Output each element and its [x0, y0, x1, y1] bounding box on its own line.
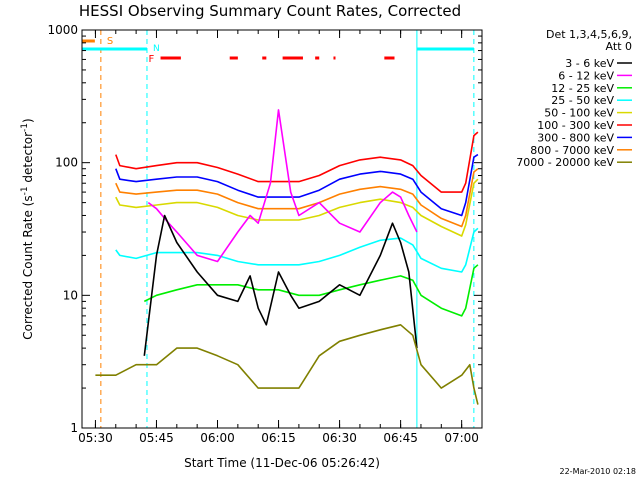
series-line-6-12-kev: [147, 109, 418, 263]
legend-label: 100 - 300 keV: [537, 119, 614, 132]
series-line-3-6-kev: [143, 214, 418, 356]
x-tick-label: 05:45: [139, 431, 174, 445]
series-line-300-800-kev: [115, 153, 479, 217]
x-tick-label: 07:00: [444, 431, 479, 445]
legend-label: 7000 - 20000 keV: [516, 156, 614, 169]
y-axis-label: Corrected Count Rate (s-1 detector-1): [20, 118, 35, 339]
x-tick-label: 06:00: [200, 431, 235, 445]
y-tick-label: 1: [70, 421, 78, 435]
legend-label: 800 - 7000 keV: [530, 144, 614, 157]
x-tick-label: 06:45: [383, 431, 418, 445]
flare-label: F: [149, 54, 155, 65]
legend-label: 12 - 25 keV: [551, 82, 614, 95]
series-line-50-100-kev: [115, 178, 479, 237]
series-layer: [95, 109, 479, 405]
chart-title: HESSI Observing Summary Count Rates, Cor…: [79, 2, 461, 20]
night-label: N: [153, 44, 160, 54]
axis-layer: 05:30 05:45 06:00 06:15 06:30 06:45 07:00 1 10 10…: [47, 23, 483, 445]
plot-frame: [81, 29, 483, 429]
annotation-layer: S NF: [82, 30, 475, 428]
y-tick-label: 1000: [47, 23, 78, 37]
legend-header-line2: Att 0: [606, 40, 632, 53]
x-tick-label: 05:30: [78, 431, 113, 445]
x-tick-label: 06:30: [322, 431, 357, 445]
y-tick-label: 10: [63, 288, 78, 302]
series-line-100-300-kev: [115, 131, 479, 193]
date-stamp: 22-Mar-2010 02:18: [560, 467, 637, 476]
y-tick-label: 100: [55, 156, 78, 170]
x-tick-label: 06:15: [261, 431, 296, 445]
saa-label: S: [107, 36, 113, 47]
series-line-25-50-kev: [115, 227, 479, 273]
series-line-7000-20000-kev: [95, 323, 479, 405]
legend-label: 50 - 100 keV: [544, 107, 614, 120]
legend-label: 300 - 800 keV: [537, 131, 614, 144]
series-line-12-25-kev: [143, 264, 479, 317]
legend-label: 3 - 6 keV: [565, 57, 614, 70]
legend-header-line1: Det 1,3,4,5,6,9,: [546, 28, 632, 41]
x-axis-label: Start Time (11-Dec-06 05:26:42): [184, 456, 380, 470]
legend-label: 25 - 50 keV: [551, 94, 614, 107]
legend-label: 6 - 12 keV: [558, 69, 614, 82]
